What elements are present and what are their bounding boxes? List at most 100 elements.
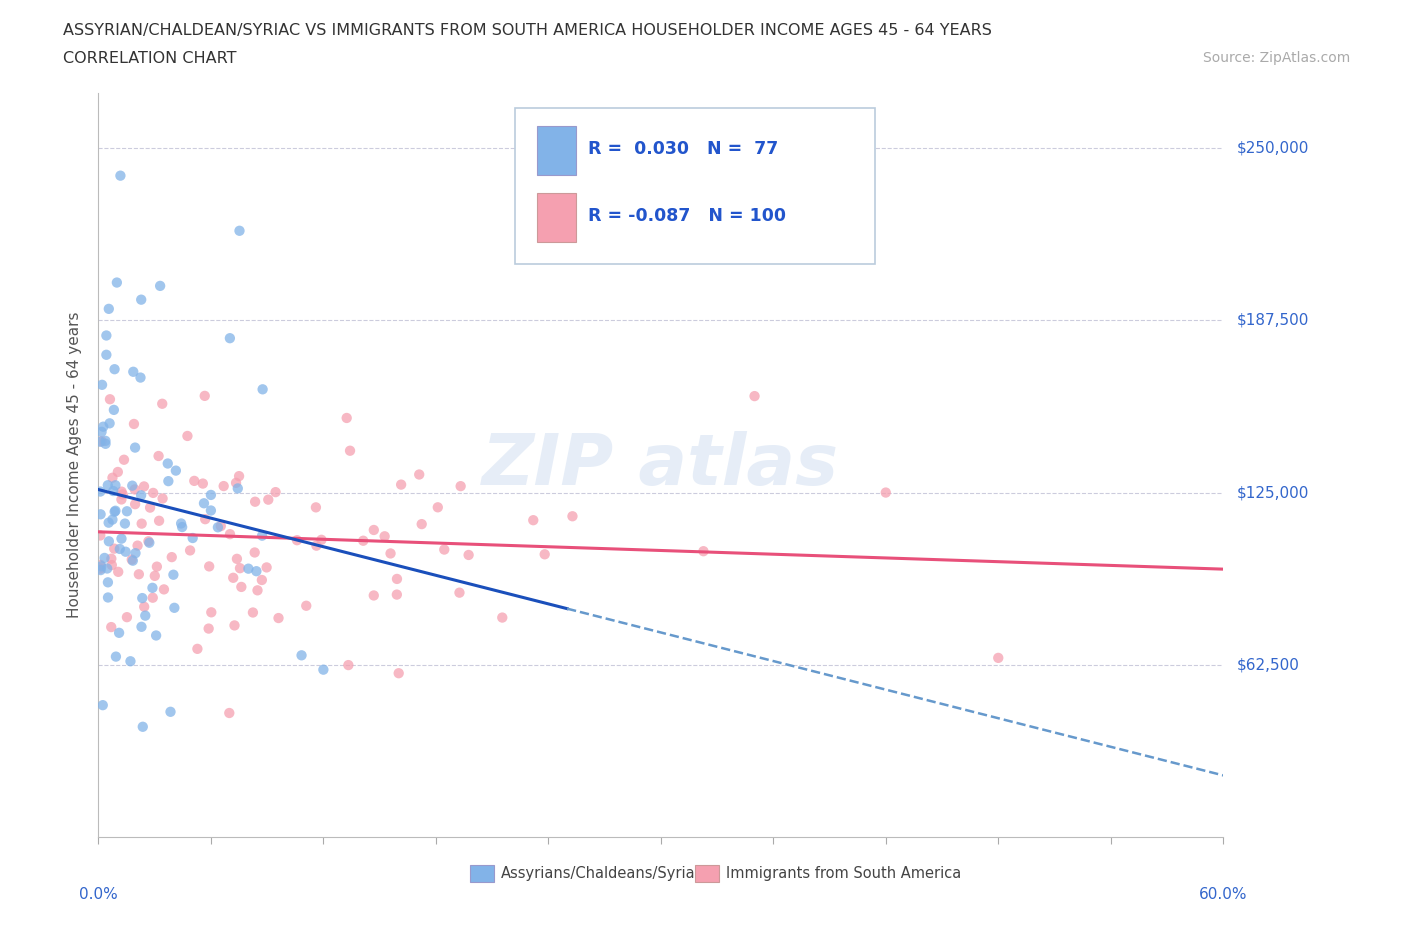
Point bbox=[104, 649, 127, 664]
Point bbox=[89, 557, 111, 572]
Y-axis label: Householder Income Ages 45 - 64 years: Householder Income Ages 45 - 64 years bbox=[67, 312, 83, 618]
Point bbox=[411, 517, 433, 532]
Point bbox=[143, 568, 166, 583]
Point bbox=[744, 389, 766, 404]
Bar bbox=[537, 126, 576, 175]
Point bbox=[108, 625, 131, 640]
Point bbox=[426, 499, 449, 514]
Point bbox=[250, 573, 273, 588]
Point bbox=[97, 301, 120, 316]
Bar bbox=[537, 193, 576, 242]
Point bbox=[141, 580, 163, 595]
Point bbox=[449, 585, 471, 600]
Point bbox=[104, 503, 127, 518]
Point bbox=[212, 479, 235, 494]
Text: R = -0.087   N = 100: R = -0.087 N = 100 bbox=[588, 206, 786, 225]
Point bbox=[131, 516, 153, 531]
Point bbox=[138, 536, 160, 551]
Point bbox=[103, 484, 125, 498]
Point bbox=[224, 618, 246, 632]
Point bbox=[491, 610, 513, 625]
Point bbox=[110, 492, 132, 507]
Point bbox=[191, 476, 214, 491]
Point bbox=[194, 512, 217, 526]
Point bbox=[124, 440, 146, 455]
Text: $187,500: $187,500 bbox=[1237, 312, 1309, 328]
Point bbox=[104, 478, 127, 493]
Point bbox=[148, 448, 170, 463]
Point bbox=[124, 482, 146, 497]
Point bbox=[200, 503, 222, 518]
Point bbox=[159, 704, 181, 719]
Point bbox=[114, 516, 136, 531]
Point bbox=[433, 542, 456, 557]
Point bbox=[156, 456, 179, 471]
Point bbox=[132, 479, 155, 494]
Point bbox=[408, 467, 430, 482]
Point bbox=[121, 553, 143, 568]
Point bbox=[533, 547, 555, 562]
Point bbox=[165, 463, 187, 478]
Point bbox=[226, 481, 249, 496]
Point bbox=[385, 572, 408, 587]
Point bbox=[149, 278, 172, 293]
Point bbox=[200, 604, 222, 619]
Point bbox=[186, 642, 208, 657]
Text: $62,500: $62,500 bbox=[1237, 658, 1301, 672]
Point bbox=[152, 491, 174, 506]
Point bbox=[243, 494, 266, 509]
Point bbox=[172, 520, 194, 535]
Point bbox=[127, 538, 149, 553]
Point bbox=[312, 662, 335, 677]
Point bbox=[142, 485, 165, 500]
Point bbox=[264, 485, 287, 499]
Text: Source: ZipAtlas.com: Source: ZipAtlas.com bbox=[1202, 51, 1350, 65]
Point bbox=[129, 370, 152, 385]
Point bbox=[250, 528, 273, 543]
Point bbox=[91, 698, 114, 712]
Point bbox=[103, 362, 125, 377]
Point bbox=[134, 608, 156, 623]
Point bbox=[128, 566, 150, 581]
Point bbox=[101, 558, 124, 573]
Bar bbox=[470, 865, 495, 882]
Text: 0.0%: 0.0% bbox=[79, 886, 118, 901]
Point bbox=[207, 520, 229, 535]
Point bbox=[305, 500, 328, 515]
Point bbox=[198, 559, 221, 574]
Point bbox=[363, 523, 385, 538]
Point bbox=[285, 533, 308, 548]
Point bbox=[89, 561, 111, 576]
Point bbox=[295, 598, 318, 613]
Point bbox=[129, 292, 152, 307]
Text: Assyrians/Chaldeans/Syriacs: Assyrians/Chaldeans/Syriacs bbox=[501, 866, 711, 881]
Point bbox=[97, 515, 120, 530]
Point bbox=[115, 504, 138, 519]
Point bbox=[389, 477, 412, 492]
Text: R =  0.030   N =  77: R = 0.030 N = 77 bbox=[588, 140, 778, 158]
Point bbox=[388, 666, 411, 681]
Point bbox=[115, 610, 138, 625]
Point bbox=[146, 559, 169, 574]
Text: $250,000: $250,000 bbox=[1237, 140, 1309, 155]
Point bbox=[90, 424, 112, 439]
Point bbox=[181, 531, 204, 546]
Text: ZIP atlas: ZIP atlas bbox=[482, 431, 839, 499]
Point bbox=[97, 575, 120, 590]
Point bbox=[385, 587, 408, 602]
Point bbox=[132, 719, 155, 734]
Point bbox=[94, 433, 117, 448]
Point bbox=[226, 551, 249, 566]
Point bbox=[89, 485, 111, 499]
Text: $125,000: $125,000 bbox=[1237, 485, 1309, 500]
Point bbox=[98, 392, 121, 406]
Point bbox=[222, 570, 245, 585]
Point bbox=[352, 533, 374, 548]
Point bbox=[311, 532, 333, 547]
Point bbox=[124, 497, 146, 512]
Point bbox=[153, 582, 176, 597]
Text: Immigrants from South America: Immigrants from South America bbox=[725, 866, 962, 881]
Point bbox=[267, 611, 290, 626]
Point bbox=[104, 504, 127, 519]
Point bbox=[91, 419, 114, 434]
